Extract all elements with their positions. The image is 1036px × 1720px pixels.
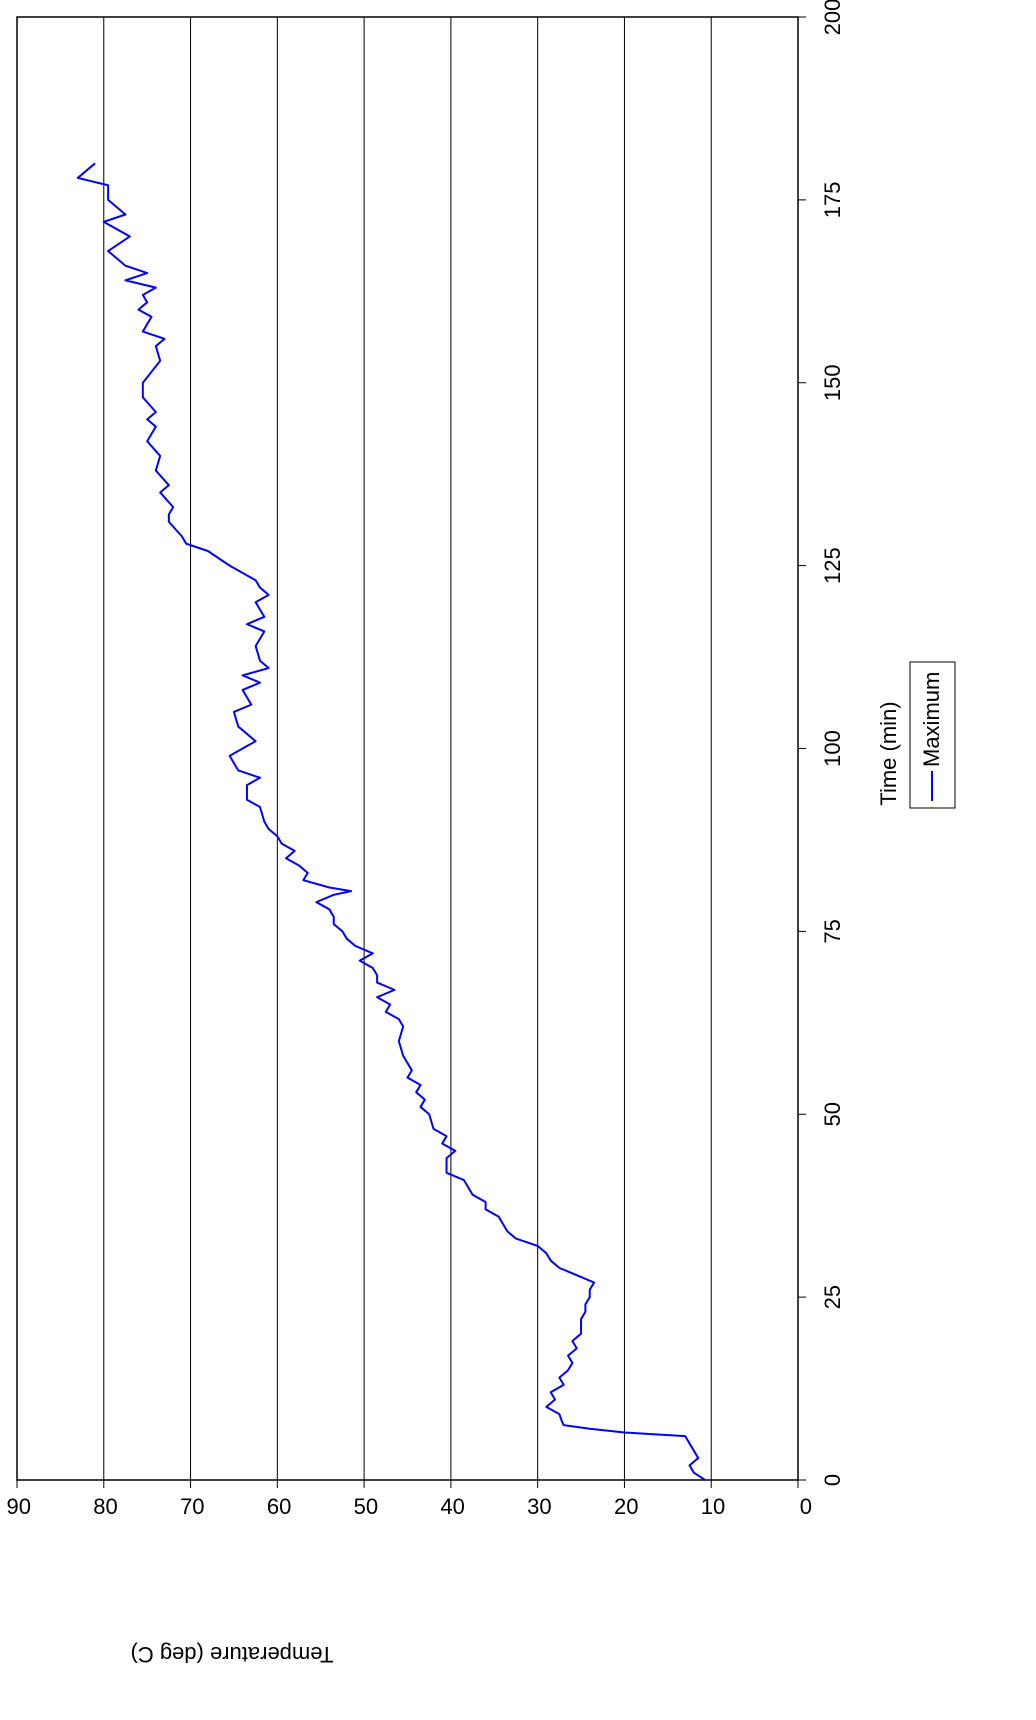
x-tick-label: 25 (820, 1285, 845, 1309)
y-tick-label: 60 (267, 1494, 291, 1519)
y-axis-title: Temperature (deg C) (131, 1642, 334, 1667)
x-tick-label: 150 (820, 364, 845, 401)
y-tick-label: 80 (93, 1494, 117, 1519)
x-axis-title: Time (min) (876, 701, 901, 805)
y-tick-label: 30 (527, 1494, 551, 1519)
data-line (76, 162, 706, 1481)
legend-label: Maximum (919, 672, 944, 767)
x-tick-label: 200 (820, 0, 845, 35)
legend-box (909, 661, 956, 809)
y-tick-label: 50 (354, 1494, 378, 1519)
y-tick-label: 20 (614, 1494, 638, 1519)
x-tick-label: 50 (820, 1102, 845, 1126)
rotated-chart: 0 10 20 30 40 50 60 70 80 90 0 25 50 75 100 125 150 175 20… (7, 0, 956, 1667)
y-tick-label: 40 (440, 1494, 464, 1519)
x-tick-label: 175 (820, 182, 845, 219)
y-tick-label: 10 (701, 1494, 725, 1519)
plot-area (17, 17, 798, 1480)
x-tick-label: 75 (820, 919, 845, 943)
y-tick-label: 90 (7, 1494, 31, 1519)
plot-border (16, 16, 799, 1481)
x-tick-label: 125 (820, 547, 845, 584)
y-tick-label: 70 (180, 1494, 204, 1519)
x-tick-label: 100 (820, 730, 845, 767)
x-tick-label: 0 (820, 1474, 845, 1486)
y-tick-label: 0 (800, 1494, 812, 1519)
